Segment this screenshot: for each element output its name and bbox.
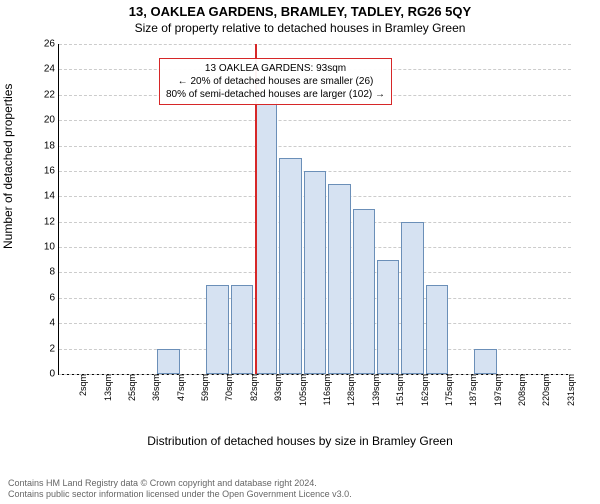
x-tick-label: 116sqm <box>320 374 332 405</box>
x-tick-label: 175sqm <box>442 374 454 406</box>
x-tick-label: 208sqm <box>515 374 527 406</box>
bar <box>426 285 448 374</box>
x-tick-label: 197sqm <box>491 374 503 406</box>
y-tick-label: 20 <box>44 115 59 126</box>
annotation-box: 13 OAKLEA GARDENS: 93sqm← 20% of detache… <box>159 58 392 105</box>
x-tick-label: 13sqm <box>101 374 113 401</box>
x-tick-label: 59sqm <box>198 374 210 401</box>
bar <box>279 158 301 374</box>
x-tick-label: 128sqm <box>344 374 356 406</box>
x-tick-label: 151sqm <box>393 374 405 406</box>
page-title-1: 13, OAKLEA GARDENS, BRAMLEY, TADLEY, RG2… <box>0 4 600 19</box>
y-tick-label: 2 <box>49 343 59 354</box>
x-axis-label: Distribution of detached houses by size … <box>0 434 600 448</box>
x-tick-label: 162sqm <box>418 374 430 406</box>
footer-line-1: Contains HM Land Registry data © Crown c… <box>8 478 352 489</box>
x-tick-label: 105sqm <box>296 374 308 406</box>
x-tick-label: 220sqm <box>539 374 551 406</box>
y-tick-label: 18 <box>44 140 59 151</box>
x-tick-label: 139sqm <box>369 374 381 406</box>
bar <box>304 171 326 374</box>
bar <box>231 285 253 374</box>
x-tick-label: 187sqm <box>466 374 478 406</box>
bar <box>206 285 228 374</box>
y-tick-label: 10 <box>44 242 59 253</box>
chart-container: Number of detached properties 0246810121… <box>0 44 600 454</box>
y-axis-label: Number of detached properties <box>1 84 15 249</box>
y-tick-label: 6 <box>49 292 59 303</box>
x-tick-label: 231sqm <box>564 374 576 406</box>
gridline <box>59 146 571 147</box>
y-tick-label: 24 <box>44 64 59 75</box>
annotation-line: 80% of semi-detached houses are larger (… <box>166 88 385 101</box>
x-tick-label: 82sqm <box>247 374 259 401</box>
annotation-line: 13 OAKLEA GARDENS: 93sqm <box>166 62 385 75</box>
bar <box>474 349 496 374</box>
y-tick-label: 14 <box>44 191 59 202</box>
bar <box>401 222 423 374</box>
gridline <box>59 120 571 121</box>
plot-area: 024681012141618202224262sqm13sqm25sqm36s… <box>58 44 571 375</box>
y-tick-label: 0 <box>49 369 59 380</box>
footer-attribution: Contains HM Land Registry data © Crown c… <box>8 478 352 500</box>
y-tick-label: 12 <box>44 216 59 227</box>
y-tick-label: 22 <box>44 89 59 100</box>
x-tick-label: 36sqm <box>149 374 161 401</box>
footer-line-2: Contains public sector information licen… <box>8 489 352 500</box>
annotation-line: ← 20% of detached houses are smaller (26… <box>166 75 385 88</box>
x-tick-label: 25sqm <box>125 374 137 401</box>
gridline <box>59 44 571 45</box>
y-tick-label: 16 <box>44 165 59 176</box>
y-tick-label: 26 <box>44 39 59 50</box>
bar <box>353 209 375 374</box>
y-tick-label: 8 <box>49 267 59 278</box>
x-tick-label: 93sqm <box>271 374 283 401</box>
x-tick-label: 47sqm <box>174 374 186 401</box>
y-tick-label: 4 <box>49 318 59 329</box>
bar <box>255 95 277 374</box>
page-title-2: Size of property relative to detached ho… <box>0 21 600 35</box>
bar <box>377 260 399 374</box>
bar <box>328 184 350 374</box>
x-tick-label: 2sqm <box>76 374 88 396</box>
bar <box>157 349 179 374</box>
x-tick-label: 70sqm <box>222 374 234 401</box>
